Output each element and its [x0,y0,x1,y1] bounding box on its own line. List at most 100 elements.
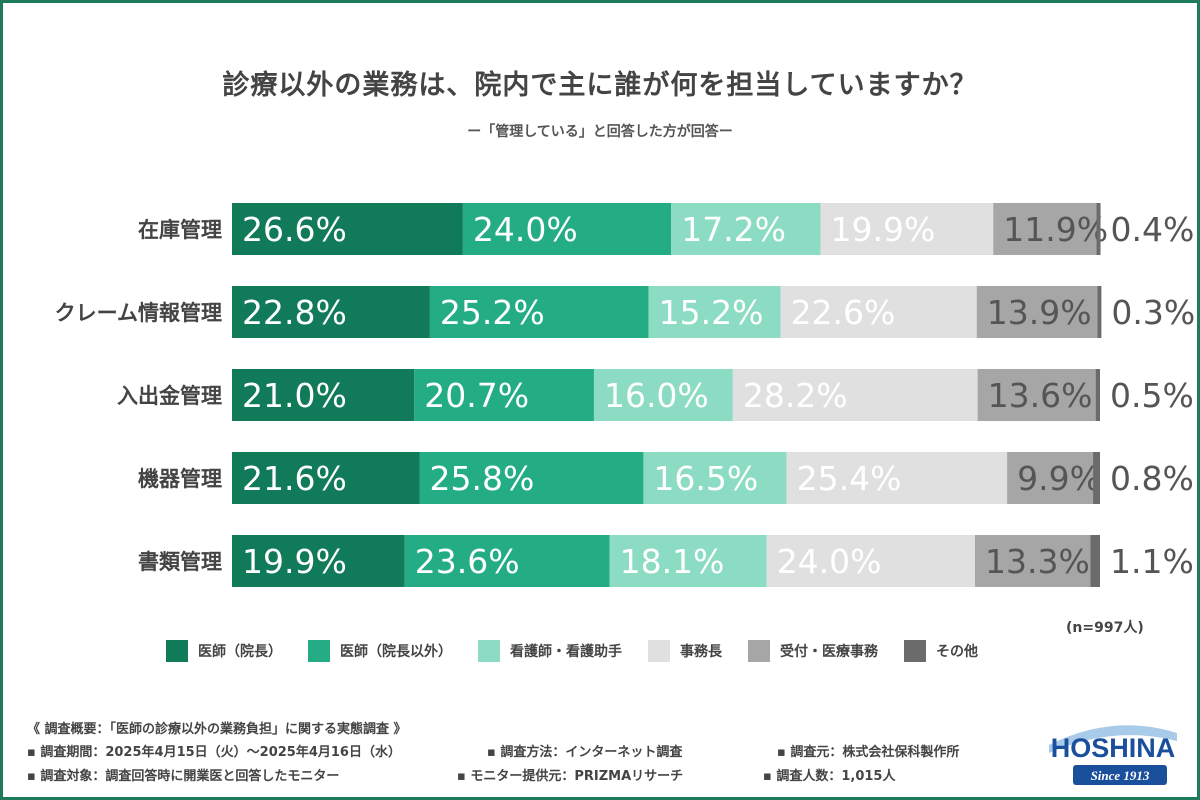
survey-method: ▪ 調査方法：インターネット調査 [487,745,683,760]
survey-period: ▪ 調査期間：2025年4月15日（火）〜2025年4月16日（水） [27,745,401,760]
category-label: 在庫管理 [138,218,222,242]
legend-item: 医師（院長） [166,640,282,662]
category-label: 機器管理 [138,467,222,491]
legend-swatch [308,640,330,662]
data-label: 24.0% [473,210,578,249]
bar-segment [429,286,649,338]
category-label: クレーム情報管理 [55,301,222,325]
hoshina-logo: HOSHINA Since 1913 [1049,725,1177,785]
bar-segment [780,286,977,338]
data-label: 1.1% [1110,542,1194,581]
legend-item: 看護師・看護助手 [478,640,622,662]
legend-swatch [478,640,500,662]
survey-provider: ▪ モニター提供元：PRIZMAリサーチ [457,769,684,784]
bar-segment [232,452,420,504]
survey-header: 《 調査概要：「医師の診療以外の業務負担」に関する実態調査 》 [27,722,407,737]
legend-label: 医師（院長以外） [340,644,452,660]
category-label: 入出金管理 [117,384,222,408]
data-label: 13.3% [985,542,1090,581]
legend-item: 医師（院長以外） [308,640,452,662]
bar-segment [414,369,594,421]
bar-segment [786,452,1008,504]
bar-segment [820,203,994,255]
data-label: 13.6% [988,376,1093,415]
bar-segment [993,203,1097,255]
chart-subtitle: ー「管理している」と回答した方が回答ー [467,124,733,140]
data-label: 16.0% [604,376,709,415]
bar-segment [671,203,821,255]
logo-tag-bg [1073,765,1167,785]
bar-segment [232,286,430,338]
data-label: 0.4% [1111,210,1195,249]
sample-size-label: (n=997人) [1066,620,1144,636]
data-label: 19.9% [831,210,936,249]
legend-label: その他 [936,644,978,660]
bar-segment [732,369,978,421]
data-label: 22.6% [791,293,896,332]
data-label: 0.3% [1111,293,1195,332]
bar-segment [419,452,644,504]
data-label: 21.6% [242,459,347,498]
bar-segment [1096,203,1101,255]
bar-segment [1090,535,1100,587]
bar-segment [593,369,733,421]
data-label: 11.9% [1003,210,1108,249]
survey-row-1: ▪ 調査期間：2025年4月15日（火）〜2025年4月16日（水） ▪ 調査方… [27,741,1027,765]
bar-segment [232,369,415,421]
bar-segment [977,369,1096,421]
bar-segment [1007,452,1094,504]
legend-label: 事務長 [680,644,722,660]
category-label: 書類管理 [138,550,222,574]
survey-target: ▪ 調査対象：調査回答時に開業医と回答したモニター [27,769,340,784]
legend-item: 事務長 [648,640,722,662]
data-label: 13.9% [987,293,1092,332]
bar-segment [609,535,767,587]
legend-swatch [166,640,188,662]
bar-segment [643,452,787,504]
data-label: 18.1% [620,542,725,581]
chart-legend: 医師（院長） 医師（院長以外） 看護師・看護助手 事務長 受付・医療事務 その他 [166,639,1004,663]
data-label: 16.5% [653,459,758,498]
legend-swatch [904,640,926,662]
legend-item: その他 [904,640,978,662]
data-label: 25.2% [440,293,545,332]
logo-wordmark: HOSHINA [1051,733,1176,763]
legend-label: 看護師・看護助手 [510,644,622,660]
chart-title: 診療以外の業務は、院内で主に誰が何を担当していますか？ [222,70,978,101]
bar-segment [1095,369,1100,421]
bar-segment [976,286,1098,338]
data-label: 0.5% [1110,376,1194,415]
bar-segment [766,535,976,587]
bar-segment [975,535,1091,587]
data-label: 25.8% [429,459,534,498]
bar-segment [232,203,463,255]
data-label: 28.2% [743,376,848,415]
data-label: 25.4% [797,459,902,498]
data-label: 15.2% [659,293,764,332]
data-label: 24.0% [777,542,882,581]
data-label: 9.9% [1017,459,1101,498]
data-label: 21.0% [242,376,347,415]
logo-tagline: Since 1913 [1091,768,1150,783]
bar-segment [1093,452,1100,504]
bar-segment [232,535,405,587]
legend-swatch [748,640,770,662]
data-label: 19.9% [242,542,347,581]
survey-count: ▪ 調査人数：1,015人 [763,769,896,784]
bar-segment [1097,286,1102,338]
survey-source: ▪ 調査元：株式会社保科製作所 [777,745,960,760]
legend-label: 医師（院長） [198,644,282,660]
logo-swoosh [1049,725,1177,753]
legend-label: 受付・医療事務 [780,644,878,660]
bar-segment [648,286,781,338]
stacked-bar-chart: 在庫管理 26.6% 24.0% 17.2% 19.9% 11.9% 0.4% クレーム情報管… [55,203,1195,587]
data-label: 23.6% [415,542,520,581]
data-label: 20.7% [424,376,529,415]
data-label: 0.8% [1110,459,1194,498]
legend-item: 受付・医療事務 [748,640,878,662]
bar-segment [462,203,672,255]
bar-segment [404,535,610,587]
data-label: 26.6% [242,210,347,249]
survey-row-2: ▪ 調査対象：調査回答時に開業医と回答したモニター ▪ モニター提供元：PRIZ… [27,765,1027,789]
